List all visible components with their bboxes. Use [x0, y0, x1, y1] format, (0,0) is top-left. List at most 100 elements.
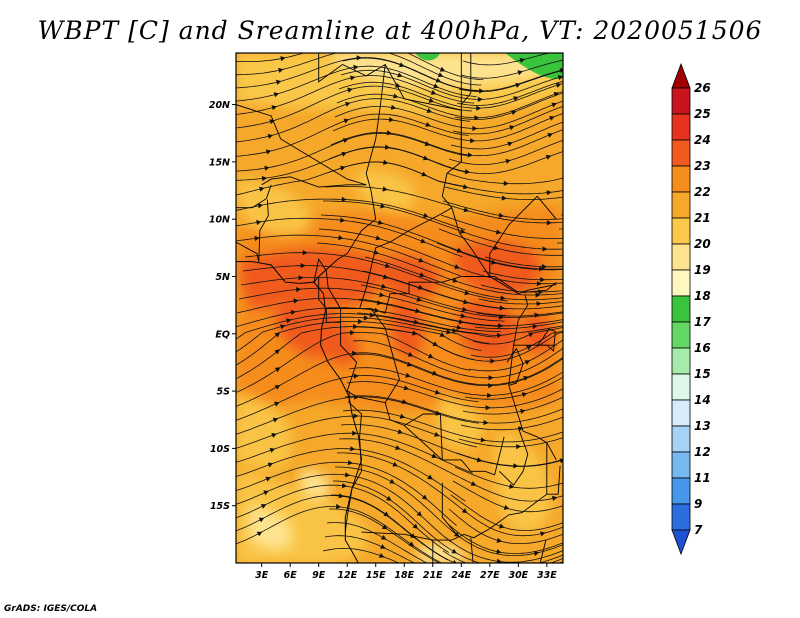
streamline-arrow	[271, 105, 277, 111]
streamline-arrow	[354, 394, 360, 400]
streamline-50	[438, 228, 563, 256]
x-tick-label: 24E	[451, 570, 471, 581]
streamline-14	[456, 80, 563, 106]
streamline-arrow	[454, 531, 460, 537]
streamline-arrow	[274, 332, 281, 338]
streamline-109	[338, 438, 563, 502]
streamline-arrow	[408, 541, 415, 547]
streamline-arrow	[264, 165, 270, 171]
streamline-arrow	[461, 508, 468, 514]
streamline-8	[236, 57, 480, 91]
border-line-21	[498, 427, 529, 486]
streamline-arrow	[347, 460, 353, 466]
streamline-arrow	[263, 490, 269, 496]
border-line-6	[236, 184, 272, 209]
streamline-arrow	[405, 372, 411, 378]
streamline-113	[336, 452, 563, 537]
streamline-arrow	[389, 478, 395, 484]
streamline-27	[571, 141, 586, 145]
streamline-arrow	[546, 220, 552, 226]
streamline-arrow	[470, 138, 476, 144]
streamline-arrow	[347, 87, 353, 93]
streamline-136	[236, 495, 449, 561]
streamline-arrow	[274, 401, 280, 407]
streamline-arrow	[562, 429, 563, 430]
x-tick-label: 21E	[423, 570, 443, 581]
y-tick-label: 5N	[215, 272, 230, 283]
streamline-98	[464, 376, 563, 400]
streamline-arrow	[480, 437, 486, 443]
streamline-132	[236, 484, 450, 553]
streamline-75	[597, 312, 600, 313]
streamline-arrow	[519, 57, 526, 63]
colorbar-swatch	[671, 347, 691, 375]
streamline-arrow	[338, 235, 344, 241]
streamline-arrow	[421, 171, 427, 177]
streamline-arrow	[577, 534, 583, 539]
colorbar-label: 11	[694, 471, 711, 485]
streamline-arrow	[420, 238, 426, 244]
streamline-arrow	[565, 367, 571, 372]
streamline-120	[236, 448, 466, 502]
streamline-arrow	[296, 287, 302, 293]
colorbar-label: 24	[694, 133, 711, 147]
streamline-arrow	[464, 169, 471, 175]
streamline-arrow	[479, 88, 485, 94]
colorbar-swatch	[671, 165, 691, 193]
streamline-arrow	[360, 47, 365, 52]
colorbar-label: 17	[694, 315, 711, 329]
streamline-53	[316, 242, 563, 296]
plot-frame	[235, 52, 564, 564]
wbpt-23-patch-3	[390, 299, 424, 359]
streamline-139	[565, 529, 584, 537]
streamline-arrow	[575, 266, 580, 271]
streamline-arrow	[426, 108, 433, 113]
streamline-arrow	[272, 417, 279, 423]
streamline-arrow	[298, 275, 304, 281]
streamline-arrow	[278, 67, 284, 73]
streamline-arrow	[274, 385, 281, 390]
streamline-arrow	[454, 264, 460, 269]
streamline-32	[236, 133, 468, 172]
y-tick-label: EQ	[215, 329, 230, 340]
streamline-arrow	[274, 349, 280, 355]
streamline-arrow	[500, 295, 506, 301]
streamline-arrow	[403, 385, 410, 391]
streamline-arrow	[540, 277, 546, 283]
wbpt-17-small	[415, 53, 440, 61]
streamline-99	[585, 396, 588, 397]
streamline-61	[362, 270, 563, 310]
streamline-arrow	[456, 324, 462, 330]
streamline-121	[333, 480, 563, 563]
streamline-119	[575, 464, 584, 467]
streamline-arrow	[381, 283, 387, 289]
streamline-arrow	[452, 559, 457, 563]
streamline-arrow	[343, 118, 350, 124]
streamline-arrow	[412, 523, 418, 529]
y-tick-label: 5S	[217, 387, 231, 398]
streamline-64	[240, 277, 507, 316]
streamline-arrow	[293, 298, 299, 304]
streamline-arrow	[493, 245, 499, 251]
streamline-0	[236, 53, 484, 80]
streamline-arrow	[432, 370, 438, 376]
streamline-arrow	[271, 433, 277, 438]
streamline-arrow	[496, 549, 502, 555]
streamline-arrow	[518, 426, 524, 432]
x-axis: 3E 6E 9E 12E 15E 18E 21E 24E 27E 30E 33E	[255, 563, 557, 581]
streamline-83	[593, 339, 595, 341]
streamline-arrow	[280, 324, 286, 330]
streamline-89	[348, 367, 563, 396]
streamline-arrow	[427, 353, 434, 359]
streamline-arrow	[273, 92, 280, 98]
streamline-arrow	[547, 133, 553, 138]
streamline-arrow	[335, 503, 342, 510]
border-line-3	[460, 53, 472, 105]
streamline-arrow	[517, 70, 523, 76]
streamline-arrow	[487, 392, 493, 399]
streamline-arrow	[344, 472, 351, 478]
border-line-17	[508, 294, 529, 386]
streamline-arrow	[499, 305, 505, 311]
streamline-arrow	[275, 79, 282, 85]
